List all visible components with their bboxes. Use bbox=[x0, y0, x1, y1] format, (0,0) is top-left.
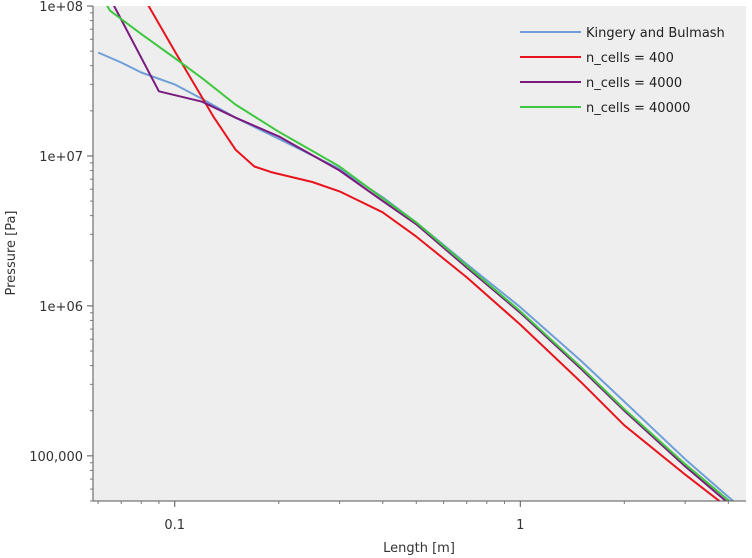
series-layer bbox=[97, 6, 735, 501]
tick-layer: 1e+08 1e+07 1e+06 100,000 0.1 1 bbox=[29, 0, 729, 533]
plot-background bbox=[93, 6, 746, 501]
series-line-3 bbox=[112, 6, 728, 501]
y-tick-label: 1e+08 bbox=[39, 0, 83, 15]
legend: Kingery and Bulmash n_cells = 400 n_cells … bbox=[520, 26, 725, 116]
series-line-4 bbox=[106, 6, 731, 501]
legend-label: n_cells = 400 bbox=[586, 51, 674, 66]
x-tick-label: 0.1 bbox=[164, 518, 185, 533]
y-axis-title: Pressure [Pa] bbox=[4, 210, 19, 295]
legend-label: n_cells = 40000 bbox=[586, 101, 690, 116]
x-axis-title: Length [m] bbox=[383, 541, 455, 556]
legend-label: Kingery and Bulmash bbox=[586, 26, 725, 41]
y-tick-label: 100,000 bbox=[29, 450, 83, 465]
y-tick-label: 1e+06 bbox=[39, 300, 83, 315]
y-tick-label: 1e+07 bbox=[39, 150, 83, 165]
series-line-2 bbox=[147, 6, 721, 501]
legend-label: n_cells = 4000 bbox=[586, 76, 682, 91]
x-tick-label: 1 bbox=[516, 518, 524, 533]
